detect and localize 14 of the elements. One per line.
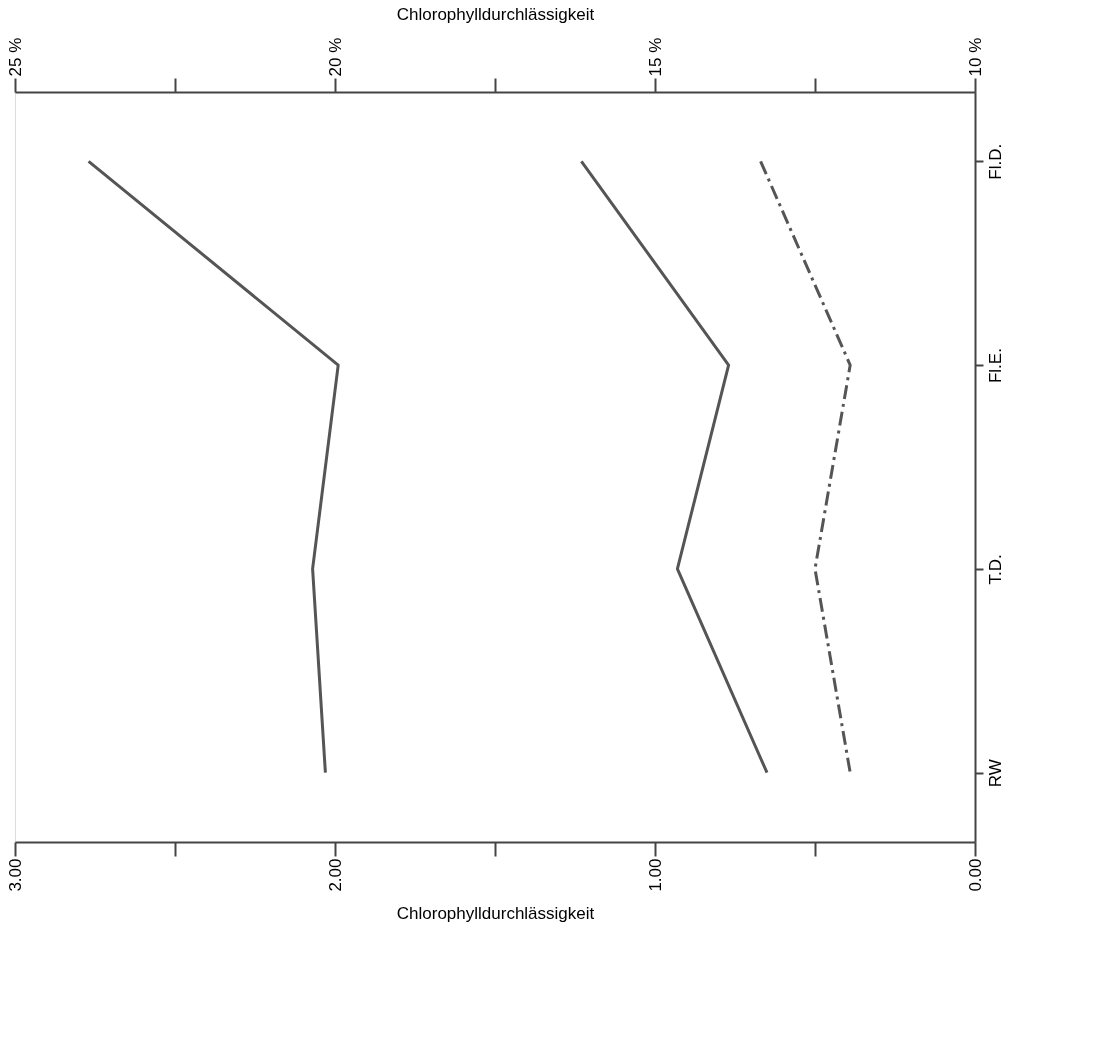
y-tick-label: Fl.D. <box>985 143 1005 180</box>
x-tick-label: 1.00 <box>645 858 665 892</box>
x2-tick-label: 15 % <box>645 37 665 77</box>
y-tick-label: T.D. <box>985 554 1005 585</box>
x2-tick-label: 10 % <box>965 37 985 77</box>
y-tick-label: RW <box>985 759 1005 788</box>
y-tick-label: Fl.E. <box>985 348 1005 384</box>
x-tick-label: 3.00 <box>5 858 25 892</box>
x-axis-title: Chlorophylldurchlässigkeit <box>396 903 595 923</box>
chart-title: Chlorophylldurchlässigkeit <box>396 4 595 24</box>
x2-tick-label: 20 % <box>325 37 345 77</box>
x-tick-label: 2.00 <box>325 858 345 892</box>
x2-tick-label: 25 % <box>5 37 25 77</box>
x-tick-label: 0.00 <box>965 858 985 892</box>
